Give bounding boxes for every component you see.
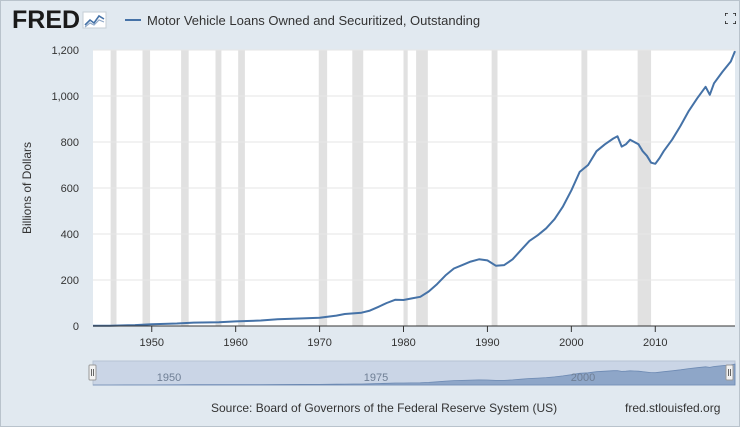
x-tick-labels: 1950 1960 1970 1980 1990 2000 2010 — [140, 326, 668, 349]
x-tick-label: 2000 — [559, 337, 583, 349]
y-tick-label: 200 — [61, 275, 79, 287]
x-tick-label: 1970 — [307, 337, 331, 349]
series-lines — [92, 50, 736, 327]
chart-footer: Source: Board of Governors of the Federa… — [0, 398, 740, 420]
y-tick-label: 1,200 — [51, 45, 79, 57]
x-tick-label: 1980 — [391, 337, 415, 349]
y-tick-label: 600 — [61, 183, 79, 195]
y-tick-label: 400 — [61, 229, 79, 241]
x-tick-label: 2010 — [643, 337, 667, 349]
x-tick-label: 1990 — [475, 337, 499, 349]
x-tick-label: 1950 — [140, 337, 164, 349]
navigator-handle-right[interactable] — [725, 364, 734, 381]
chart-header: FRED Motor Vehicle Loans Owned and Secur… — [0, 0, 740, 40]
y-tick-labels: 0 200 400 600 800 1,000 1,200 — [51, 45, 79, 333]
site-link[interactable]: fred.stlouisfed.org — [625, 401, 721, 415]
navigator-tick-label: 1950 — [157, 372, 181, 384]
y-axis-label: Billions of Dollars — [20, 142, 34, 234]
y-tick-label: 800 — [61, 137, 79, 149]
legend-label: Motor Vehicle Loans Owned and Securitize… — [147, 12, 481, 28]
legend-swatch — [125, 19, 141, 21]
navigator-tick-label: 2000 — [571, 372, 595, 384]
fred-logo-graph-icon — [82, 11, 107, 29]
y-tick-label: 0 — [73, 321, 79, 333]
navigator-series-area — [93, 363, 736, 386]
legend: Motor Vehicle Loans Owned and Securitize… — [125, 11, 480, 29]
fred-logo-text: FRED — [12, 6, 81, 34]
y-tick-label: 1,000 — [51, 91, 79, 103]
x-tick-label: 1960 — [223, 337, 247, 349]
range-navigator[interactable]: 1950 1975 2000 — [88, 360, 736, 386]
line-chart: 0 200 400 600 800 1,000 1,200 1950 1960 1970 1980… — [20, 45, 736, 386]
source-note: Source: Board of Governors of the Federa… — [211, 401, 558, 415]
navigator-handle-left[interactable] — [88, 364, 97, 381]
series-line — [92, 50, 736, 327]
navigator-tick-label: 1975 — [364, 372, 388, 384]
fred-logo[interactable]: FRED — [12, 6, 108, 34]
